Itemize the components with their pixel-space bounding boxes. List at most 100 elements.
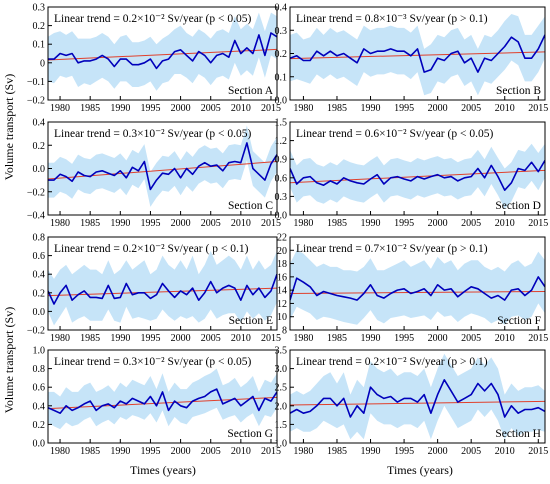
y-tick-label: 18 <box>277 259 287 270</box>
x-tick-label: 1995 <box>394 446 414 457</box>
x-tick-label: 1995 <box>140 218 160 229</box>
x-tick-label: 2005 <box>461 103 481 114</box>
y-tick-label: 8 <box>282 326 287 337</box>
x-axis-label: Times (years) <box>387 463 453 477</box>
x-tick-label: 2015 <box>261 218 281 229</box>
x-tick-label: 2010 <box>495 218 515 229</box>
y-tick-label: 0.0 <box>275 96 288 107</box>
trend-line <box>48 48 277 61</box>
y-tick-label: −0.2 <box>27 96 45 107</box>
x-tick-label: 2010 <box>495 333 515 344</box>
x-tick-label: 2005 <box>201 446 221 457</box>
x-tick-label: 1985 <box>327 103 347 114</box>
x-tick-label: 2000 <box>428 333 448 344</box>
x-tick-label: 2010 <box>231 446 251 457</box>
uncertainty-band <box>290 353 545 440</box>
trend-annotation: Linear trend = 0.8×10⁻³ Sv/year (p > 0.1… <box>296 13 488 25</box>
uncertainty-band <box>290 14 545 96</box>
x-tick-label: 2005 <box>461 218 481 229</box>
x-tick-label: 1985 <box>327 446 347 457</box>
x-tick-label: 2015 <box>261 446 281 457</box>
y-tick-label: 0.4 <box>33 401 46 412</box>
x-tick-label: 2000 <box>171 218 191 229</box>
y-tick-label: 0.0 <box>33 439 46 450</box>
trend-line <box>48 287 277 297</box>
y-tick-label: −0.2 <box>27 326 45 337</box>
x-axis-label: Times (years) <box>130 463 196 477</box>
y-tick-label: 0.8 <box>33 364 46 375</box>
series-line <box>290 379 545 418</box>
x-tick-label: 1980 <box>50 333 70 344</box>
trend-annotation: Linear trend = 0.2×10⁻² Sv/year ( p < 0.… <box>54 243 249 255</box>
y-tick-label: 0.6 <box>33 251 46 262</box>
series-line <box>290 34 545 73</box>
y-tick-label: 0.6 <box>33 383 46 394</box>
x-tick-label: 2000 <box>171 103 191 114</box>
section-label: Section B <box>496 85 541 97</box>
panel-section-c: 0.4 0.2 0.0 −0.2 −0.4 1980 1985 1990 1995 2000 200… <box>27 118 281 230</box>
section-label: Section C <box>228 200 273 212</box>
y-tick-label: 0.1 <box>275 72 288 83</box>
series-line <box>290 159 545 191</box>
plot-area <box>48 250 277 326</box>
series-line <box>48 142 277 191</box>
y-tick-label: 0.0 <box>33 307 46 318</box>
x-tick-label: 1995 <box>394 333 414 344</box>
series-line <box>48 273 277 305</box>
x-tick-label: 1990 <box>361 218 381 229</box>
x-tick-label: 2000 <box>428 218 448 229</box>
y-tick-label: 14 <box>277 286 287 297</box>
plot-area <box>290 250 545 325</box>
y-tick-label: 0.6 <box>275 173 288 184</box>
y-tick-label: 0.4 <box>275 3 288 14</box>
y-tick-label: 0.2 <box>275 49 288 60</box>
section-label: Section G <box>227 428 273 440</box>
x-tick-label: 2015 <box>528 333 548 344</box>
y-tick-label: 0.4 <box>33 118 46 129</box>
x-tick-label: 1990 <box>110 446 130 457</box>
uncertainty-band <box>48 250 277 326</box>
series-line <box>48 388 277 414</box>
x-tick-label: 1990 <box>110 333 130 344</box>
trend-annotation: Linear trend = 0.7×10⁻² Sv/year (p > 0.1… <box>296 243 488 255</box>
y-tick-label: 0.2 <box>33 21 46 32</box>
y-tick-label: 1.0 <box>33 346 46 357</box>
plot-frame <box>47 6 278 101</box>
x-tick-label: 2010 <box>231 333 251 344</box>
x-tick-label: 2000 <box>428 103 448 114</box>
y-tick-label: 2.5 <box>275 383 288 394</box>
x-tick-label: 1995 <box>394 218 414 229</box>
y-tick-label: 0.2 <box>33 141 46 152</box>
y-tick-label: 0.3 <box>33 3 46 14</box>
plot-area <box>48 12 277 91</box>
y-tick-label: 1.0 <box>275 439 288 450</box>
plot-frame <box>289 121 546 216</box>
trend-annotation: Linear trend = 0.6×10⁻² Sv/year (p < 0.0… <box>296 128 493 140</box>
x-tick-label: 2010 <box>231 103 251 114</box>
x-tick-label: 2000 <box>171 446 191 457</box>
y-tick-label: 1.2 <box>275 136 288 147</box>
y-tick-label: 3.0 <box>275 364 288 375</box>
section-label: Section E <box>229 315 273 327</box>
section-label: Section D <box>495 200 541 212</box>
section-label: Section F <box>497 315 541 327</box>
x-tick-label: 2015 <box>261 103 281 114</box>
trend-line <box>290 51 545 60</box>
trend-line <box>290 290 545 294</box>
x-tick-label: 1985 <box>327 333 347 344</box>
x-tick-label: 2015 <box>528 103 548 114</box>
series-line <box>290 276 545 301</box>
y-tick-label: 0.4 <box>33 270 46 281</box>
y-axis-label: Volume transport (Sv) <box>2 74 16 180</box>
panel-section-a: 0.3 0.2 0.1 0 −0.1 −0.2 1980 1985 1990 1995 2000 20… <box>27 3 281 115</box>
x-tick-label: 2015 <box>528 218 548 229</box>
y-tick-label: 0.0 <box>275 211 288 222</box>
trend-line <box>48 396 277 410</box>
panel-section-d: 1.5 1.2 0.9 0.6 0.3 0.0 1980 1985 1990 1995 2000 20… <box>275 118 549 230</box>
x-tick-label: 1995 <box>140 446 160 457</box>
panel-section-h: 3.5 3.0 2.5 2.0 1.5 1.0 1980 1985 1990 1995 2000 20… <box>275 346 549 458</box>
y-tick-label: 22 <box>277 233 287 244</box>
x-tick-label: 2005 <box>201 103 221 114</box>
x-tick-label: 2015 <box>261 333 281 344</box>
